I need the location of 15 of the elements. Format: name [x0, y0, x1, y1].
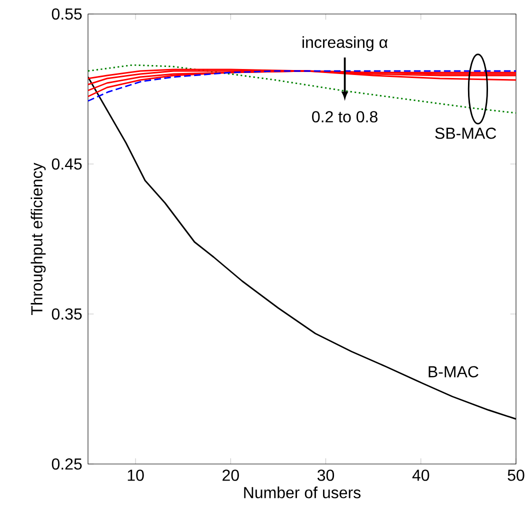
annotation: increasing α: [302, 36, 388, 52]
y-tick-label: 0.25: [52, 458, 82, 470]
x-tick-label: 20: [222, 470, 239, 481]
y-axis-title: Throughput efficiency: [30, 162, 46, 315]
y-tick-label: 0.55: [52, 8, 82, 20]
x-tick-label: 30: [317, 470, 334, 481]
x-tick-label: 10: [128, 470, 144, 481]
annotation: 0.2 to 0.8: [312, 111, 378, 122]
y-tick-label: 0.35: [52, 308, 82, 320]
annotation: SB-MAC: [435, 128, 496, 139]
x-tick-label: 40: [412, 470, 430, 481]
series-label: B-MAC: [428, 366, 478, 378]
x-tick-label: 50: [508, 470, 524, 481]
y-tick-label: 0.45: [52, 158, 82, 170]
x-axis-title: Number of users: [244, 486, 361, 498]
